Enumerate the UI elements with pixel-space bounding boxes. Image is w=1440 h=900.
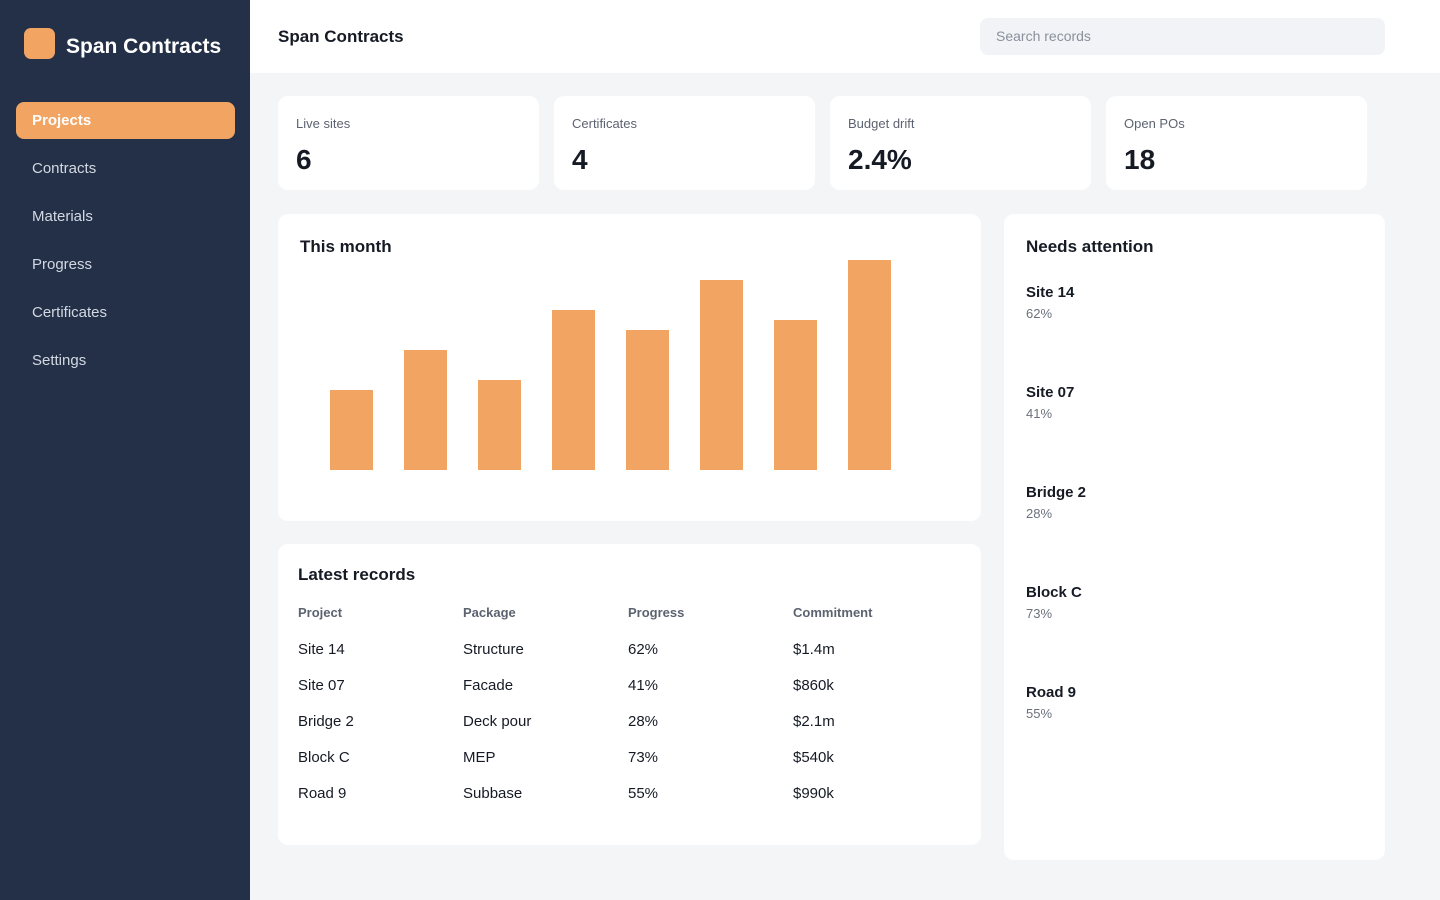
table-cell: Block C [298, 749, 350, 766]
nav-item[interactable]: Contracts [32, 160, 97, 177]
table-cell: 73% [628, 749, 659, 766]
table-cell: 41% [628, 677, 659, 694]
column-header: Project [298, 605, 343, 620]
kpi-value: 2.4% [848, 144, 912, 175]
kpi-card: Open POs 18 [1106, 96, 1367, 190]
table-cell: Subbase [463, 785, 523, 802]
chart-title: This month [300, 237, 392, 256]
kpi-value: 4 [572, 144, 588, 175]
kpi-value: 18 [1124, 144, 1156, 175]
kpi-label: Open POs [1124, 116, 1185, 131]
search-box[interactable]: Search records [980, 18, 1385, 55]
table-title: Latest records [298, 565, 416, 584]
kpi-card: Certificates 4 [554, 96, 815, 190]
nav-item[interactable]: Settings [32, 352, 87, 369]
table-cell: 62% [628, 641, 659, 658]
kpi-label: Live sites [296, 116, 351, 131]
attention-value: 62% [1026, 306, 1053, 321]
kpi-card: Budget drift 2.4% [830, 96, 1091, 190]
table-card: Latest records Project Package Progress Com… [278, 544, 981, 845]
bar [626, 330, 669, 470]
attention-name: Block C [1026, 584, 1082, 601]
bar [404, 350, 447, 470]
attention-value: 28% [1026, 506, 1053, 521]
nav-item[interactable]: Certificates [32, 304, 108, 321]
bar [552, 310, 595, 470]
column-header: Package [463, 605, 516, 620]
logo [24, 28, 55, 59]
chart [330, 260, 891, 470]
kpi-value: 6 [296, 144, 312, 175]
table-cell: Structure [463, 641, 524, 658]
table-cell: Site 07 [298, 677, 345, 694]
table-cell: Bridge 2 [298, 713, 354, 730]
nav-item[interactable]: Progress [32, 256, 93, 273]
nav-item[interactable]: Materials [32, 208, 93, 225]
bar [700, 280, 743, 470]
table-cell: MEP [463, 749, 496, 766]
attention-value: 73% [1026, 606, 1053, 621]
kpi-label: Budget drift [848, 116, 915, 131]
topbar: Span Contracts Search records [250, 0, 1440, 73]
attention-name: Bridge 2 [1026, 484, 1087, 501]
bar [848, 260, 891, 470]
attention-value: 55% [1026, 706, 1053, 721]
column-header: Commitment [793, 605, 873, 620]
table-cell: $990k [793, 785, 834, 802]
attention-card: Needs attention Site 14 62% Site 07 41% Brid… [1004, 214, 1385, 860]
table-cell: Facade [463, 677, 514, 694]
bar [478, 380, 521, 470]
nav-item[interactable]: Projects [16, 102, 235, 139]
table-cell: $2.1m [793, 713, 835, 730]
table-cell: $1.4m [793, 641, 835, 658]
bar [774, 320, 817, 470]
table-cell: Site 14 [298, 641, 345, 658]
table-cell: Deck pour [463, 713, 532, 730]
sidebar: Span Contracts Projects Contracts Material… [0, 0, 250, 900]
table-cell: 28% [628, 713, 659, 730]
attention-name: Site 07 [1026, 384, 1075, 401]
attention-value: 41% [1026, 406, 1053, 421]
table-cell: $540k [793, 749, 834, 766]
table-cell: 55% [628, 785, 659, 802]
table-cell: Road 9 [298, 785, 347, 802]
kpi-label: Certificates [572, 116, 638, 131]
page-title: Span Contracts [278, 27, 404, 46]
attention-title: Needs attention [1026, 237, 1154, 256]
table-cell: $860k [793, 677, 834, 694]
brand-title: Span Contracts [66, 35, 222, 58]
chart-card: This month [278, 214, 981, 521]
attention-name: Site 14 [1026, 284, 1075, 301]
attention-name: Road 9 [1026, 684, 1077, 701]
bar [330, 390, 373, 470]
column-header: Progress [628, 605, 685, 620]
kpi-card: Live sites 6 [278, 96, 539, 190]
